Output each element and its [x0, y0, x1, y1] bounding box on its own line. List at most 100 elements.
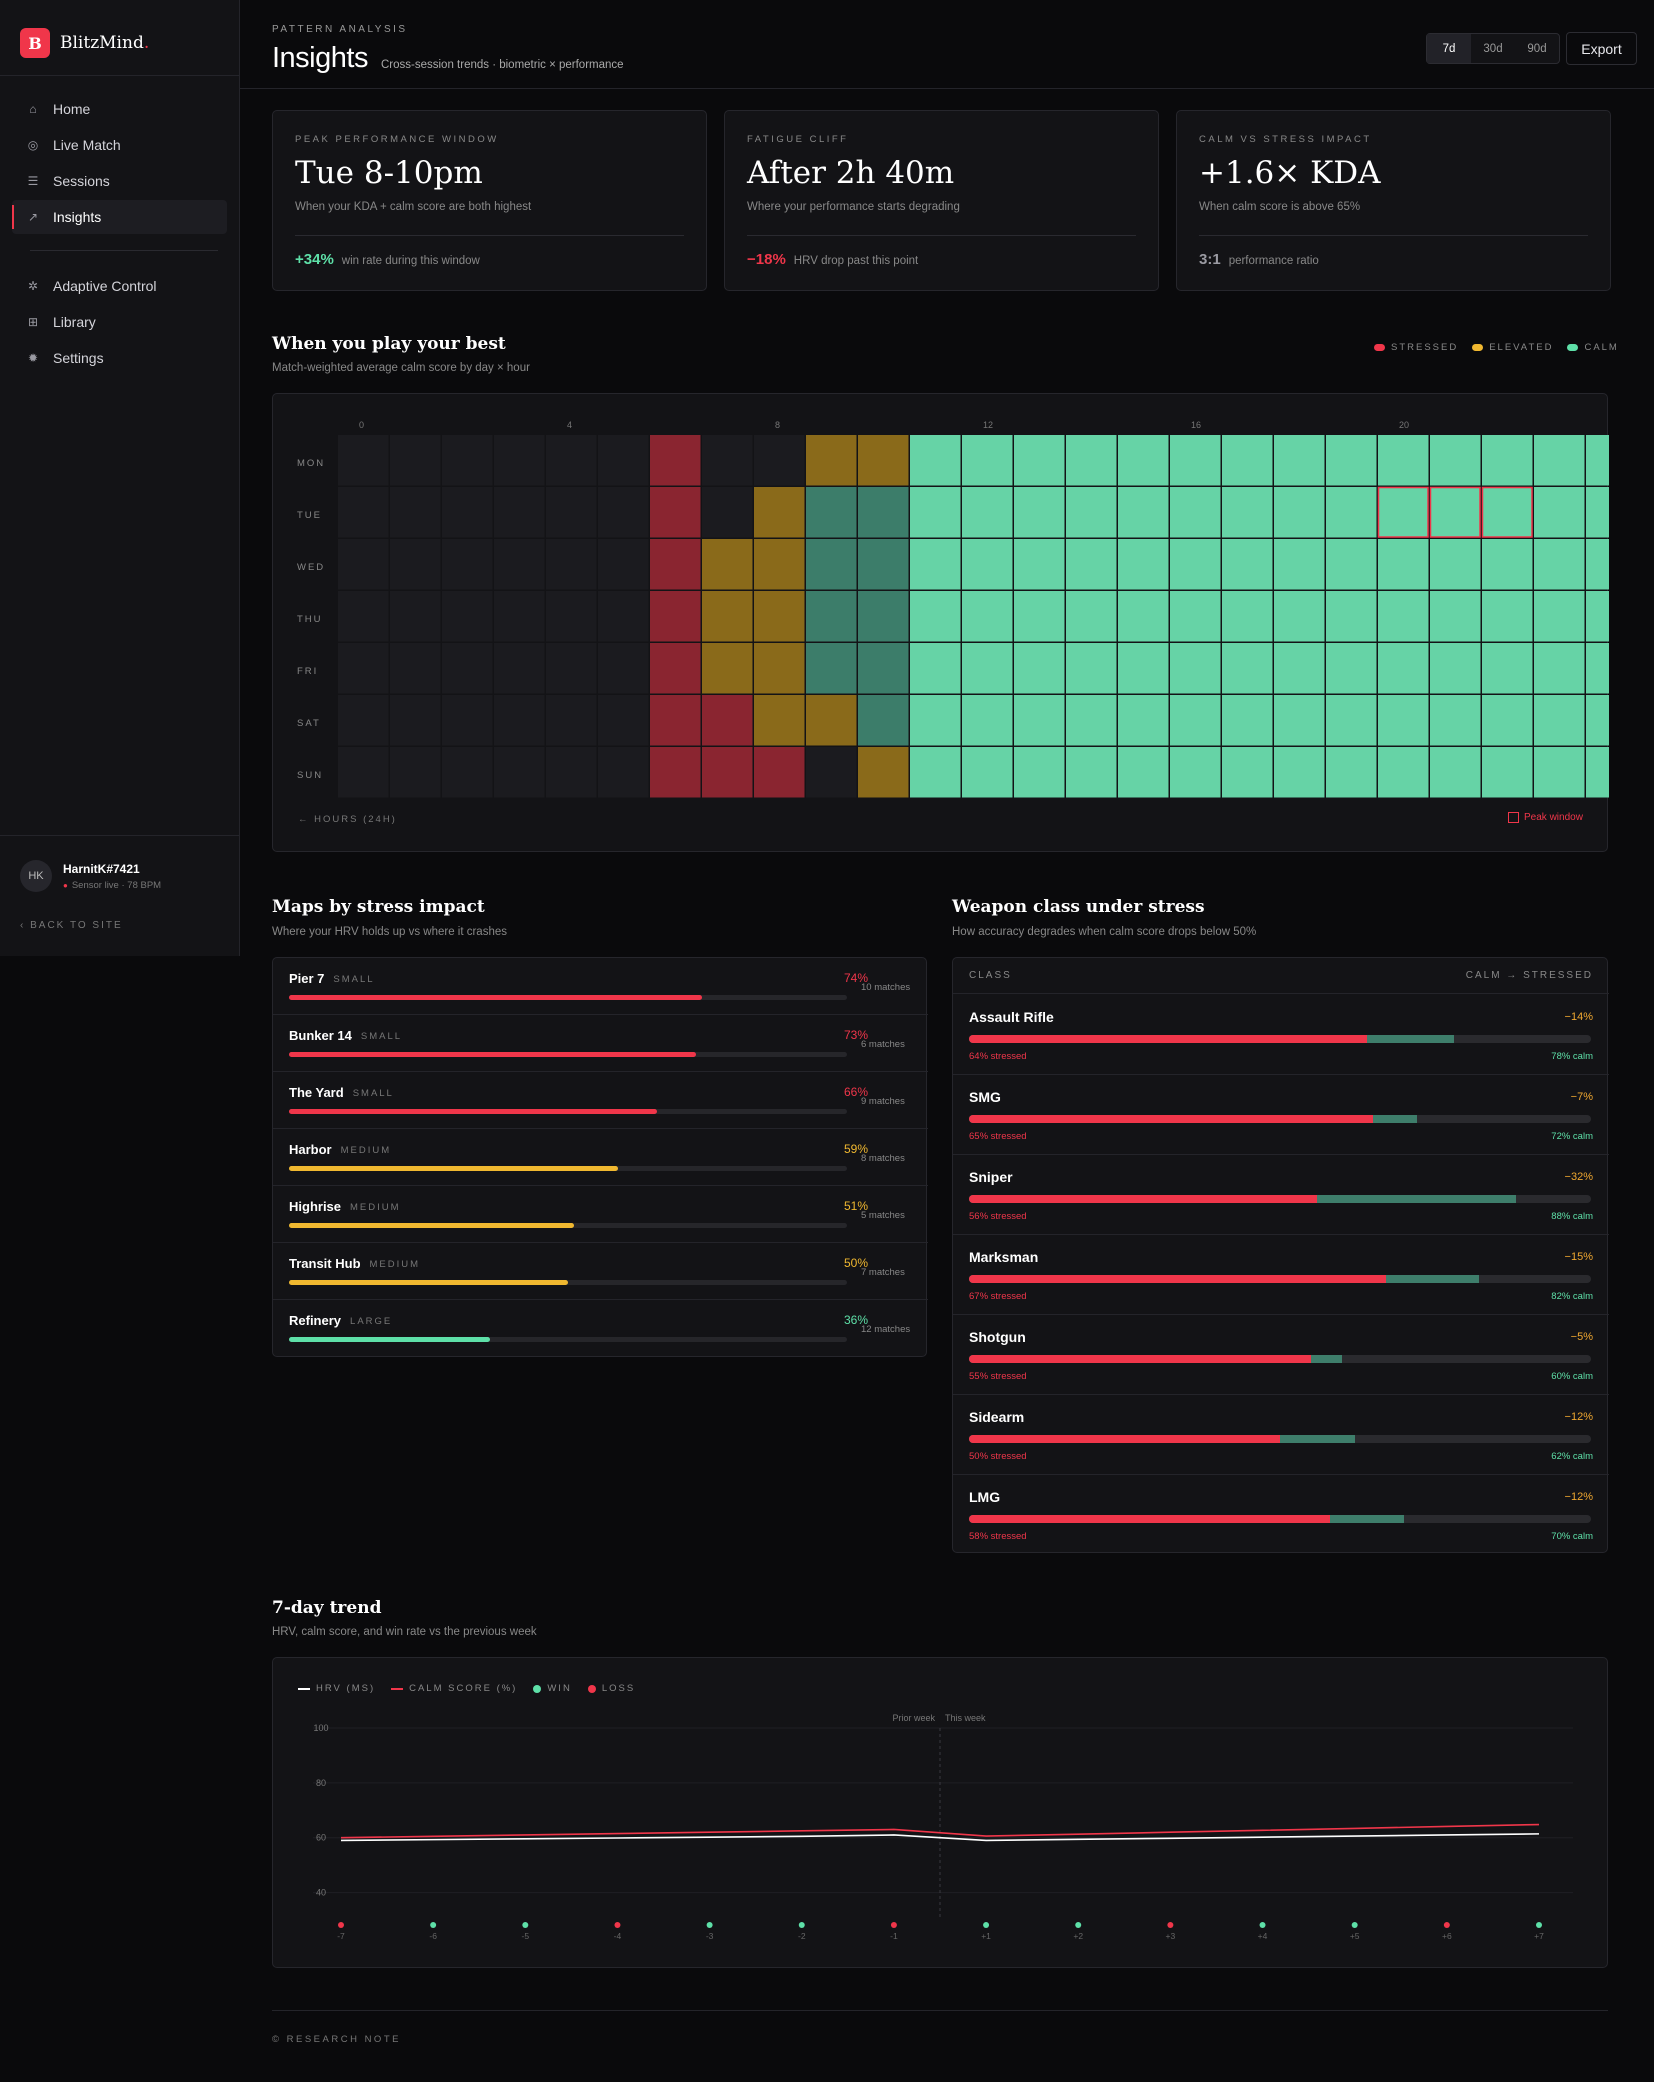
card-description: When calm score is above 65%	[1199, 201, 1361, 213]
heatmap-cell	[806, 591, 857, 642]
map-row[interactable]: Transit Hub MEDIUM 50% 7 matches	[273, 1243, 928, 1300]
weapon-name: Marksman	[969, 1249, 1039, 1265]
map-stress-fill	[289, 995, 702, 1000]
map-row[interactable]: Harbor MEDIUM 59% 8 matches	[273, 1129, 928, 1186]
legend-item-elevated: ELEVATED	[1472, 342, 1553, 353]
heatmap-cell	[1118, 643, 1169, 694]
card-footer: 3:1 performance ratio	[1199, 251, 1319, 268]
range-30d-button[interactable]: 30d	[1483, 42, 1503, 55]
win-marker	[1075, 1922, 1082, 1928]
weapon-stressed-label: 67% stressed	[969, 1291, 1027, 1302]
heatmap-cell	[1430, 435, 1481, 486]
heatmap-cell	[494, 435, 545, 486]
map-size: SMALL	[360, 1031, 403, 1042]
legend-item-stressed: STRESSED	[1374, 342, 1458, 353]
legend-label: ELEVATED	[1489, 342, 1554, 353]
map-name: Highrise	[289, 1199, 342, 1214]
heatmap-cell	[1274, 539, 1325, 590]
trend-legend: HRV (MS) CALM SCORE (%) WIN LOSS	[298, 1683, 635, 1694]
peak-window-label: Peak window	[1524, 812, 1583, 823]
map-row[interactable]: Pier 7 SMALL 74% 10 matches	[273, 958, 928, 1015]
heatmap-cell	[598, 747, 649, 798]
heatmap-cell	[910, 487, 961, 538]
heatmap-cell	[1066, 487, 1117, 538]
heatmap-cell	[1534, 487, 1585, 538]
weapon-row[interactable]: Assault Rifle −14% 64% stressed 78% calm	[953, 995, 1609, 1075]
trend-subtitle: HRV, calm score, and win rate vs the pre…	[272, 1626, 537, 1638]
peak-window-legend: Peak window	[1508, 812, 1583, 823]
hour-tick: 8	[775, 420, 780, 430]
heatmap-cell	[910, 747, 961, 798]
card-footer-text: win rate during this window	[341, 255, 480, 267]
export-button[interactable]: Export	[1566, 32, 1637, 65]
range-90d-button[interactable]: 90d	[1527, 42, 1547, 55]
heatmap-cell	[962, 487, 1013, 538]
weapon-row[interactable]: LMG −12% 58% stressed 70% calm	[953, 1475, 1609, 1555]
card-value: After 2h 40m	[747, 155, 955, 191]
weapon-row[interactable]: Sniper −32% 56% stressed 88% calm	[953, 1155, 1609, 1235]
back-to-site-link[interactable]: ‹ BACK TO SITE	[20, 920, 123, 931]
map-name: Pier 7	[289, 971, 325, 986]
heatmap-cell	[910, 435, 961, 486]
map-size: SMALL	[333, 974, 375, 985]
heatmap-cell	[546, 591, 597, 642]
adaptive-icon: ✲	[27, 279, 39, 293]
legend-swatch	[1567, 344, 1579, 351]
x-tick-label: +5	[1350, 1931, 1360, 1941]
heatmap-cell	[1066, 643, 1117, 694]
sidebar-item-live-match[interactable]: ◎ Live Match	[12, 128, 227, 162]
user-profile[interactable]: HK HarnitK#7421 Sensor live · 78 BPM	[20, 860, 161, 892]
logo[interactable]: B BlitzMind	[20, 28, 149, 58]
map-size: MEDIUM	[350, 1202, 401, 1213]
heatmap-cell	[1222, 435, 1273, 486]
map-name: The Yard	[289, 1085, 344, 1100]
weapon-stressed-label: 50% stressed	[969, 1451, 1027, 1462]
weapon-row[interactable]: SMG −7% 65% stressed 72% calm	[953, 1075, 1609, 1155]
sidebar-item-sessions[interactable]: ☰ Sessions	[12, 164, 227, 198]
hour-tick: 4	[567, 420, 572, 430]
heatmap-cell	[338, 695, 389, 746]
heatmap-cell	[390, 487, 441, 538]
sidebar-item-library[interactable]: ⊞ Library	[12, 305, 227, 339]
heatmap-cell	[806, 435, 857, 486]
heatmap-cell	[806, 747, 857, 798]
map-row[interactable]: The Yard SMALL 66% 9 matches	[273, 1072, 928, 1129]
heatmap-cell	[546, 643, 597, 694]
peak-window-swatch	[1508, 812, 1519, 823]
heatmap-cell	[1170, 747, 1221, 798]
peak-window-cell	[1429, 486, 1481, 538]
heatmap-cell	[806, 695, 857, 746]
sidebar-item-settings[interactable]: ✹ Settings	[12, 341, 227, 375]
heatmap-cell	[858, 487, 909, 538]
page-eyebrow: PATTERN ANALYSIS	[272, 24, 408, 35]
sidebar-item-home[interactable]: ⌂ Home	[12, 92, 227, 126]
heatmap-cell	[1378, 591, 1429, 642]
map-row[interactable]: Highrise MEDIUM 51% 5 matches	[273, 1186, 928, 1243]
card-label: CALM VS STRESS IMPACT	[1199, 134, 1372, 145]
weapon-delta: −5%	[1570, 1331, 1593, 1343]
weapon-row[interactable]: Sidearm −12% 50% stressed 62% calm	[953, 1395, 1609, 1475]
heatmap-cell	[910, 539, 961, 590]
sidebar-item-adaptive-control[interactable]: ✲ Adaptive Control	[12, 269, 227, 303]
sidebar-item-insights[interactable]: ↗ Insights	[12, 200, 227, 234]
heatmap-cell	[1326, 695, 1377, 746]
weapon-row[interactable]: Shotgun −5% 55% stressed 60% calm	[953, 1315, 1609, 1395]
weapon-calm-label: 88% calm	[1551, 1211, 1593, 1222]
weapon-row[interactable]: Marksman −15% 67% stressed 82% calm	[953, 1235, 1609, 1315]
heatmap-cell	[1378, 643, 1429, 694]
heatmap-cell	[1222, 539, 1273, 590]
peak-window-cell	[1377, 486, 1429, 538]
heatmap-cell	[1222, 591, 1273, 642]
insight-card: FATIGUE CLIFF After 2h 40m Where your perf…	[724, 110, 1159, 291]
map-row[interactable]: Bunker 14 SMALL 73% 6 matches	[273, 1015, 928, 1072]
map-size: MEDIUM	[340, 1145, 392, 1156]
trend-legend-label: LOSS	[601, 1683, 636, 1694]
heatmap-cell	[1118, 435, 1169, 486]
map-stress-fill	[289, 1223, 574, 1228]
hour-tick: 20	[1399, 420, 1409, 430]
map-row[interactable]: Refinery LARGE 36% 12 matches	[273, 1300, 928, 1357]
insight-card: CALM VS STRESS IMPACT +1.6× KDA When calm …	[1176, 110, 1611, 291]
research-note[interactable]: © RESEARCH NOTE	[272, 2010, 1608, 2045]
range-7d-button[interactable]: 7d	[1427, 34, 1471, 63]
heatmap-cell	[390, 539, 441, 590]
